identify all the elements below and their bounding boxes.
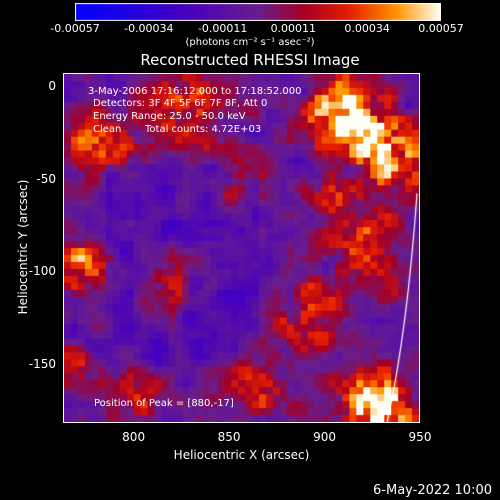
y-tick-label: -150 [28,356,56,371]
colorbar-tick-label: 0.00034 [344,22,390,35]
x-tick-label: 800 [122,430,146,444]
y-tick-label: 0 [48,78,56,93]
colorbar [75,3,441,21]
x-tick-label: 850 [217,430,241,444]
colorbar-tick-label: -0.00057 [50,22,100,35]
annotation-clean: Clean [93,124,122,135]
annotation-total-counts: Total counts: 4.72E+03 [145,124,262,135]
chart-title: Reconstructed RHESSI Image [140,51,360,69]
colorbar-tick-label: -0.00034 [124,22,174,35]
y-axis-label: Heliocentric Y (arcsec) [16,179,30,315]
y-tick-label: -50 [36,171,56,186]
annotation-time-range: 3-May-2006 17:16:12.000 to 17:18:52.000 [88,86,302,97]
colorbar-tick-label: 0.00057 [418,22,464,35]
y-tick-label: -100 [28,264,56,279]
heatmap-image [64,74,419,422]
annotation-energy: Energy Range: 25.0 - 50.0 keV [93,111,246,122]
colorbar-units: (photons cm⁻² s⁻¹ asec⁻²) [185,37,315,48]
colorbar-tick-label: -0.00011 [197,22,248,35]
x-tick-label: 900 [313,430,336,444]
x-axis-label: Heliocentric X (arcsec) [173,448,310,462]
annotation-detectors: Detectors: 3F 4F 5F 6F 7F 8F, Att 0 [93,98,268,109]
plot-area [63,73,420,423]
footer-date: 6-May-2022 10:00 [373,483,492,498]
colorbar-tick-label: 0.00011 [270,22,317,35]
annotation-peak-position: Position of Peak = [880,-17] [94,398,234,409]
x-tick-label: 950 [408,430,432,444]
